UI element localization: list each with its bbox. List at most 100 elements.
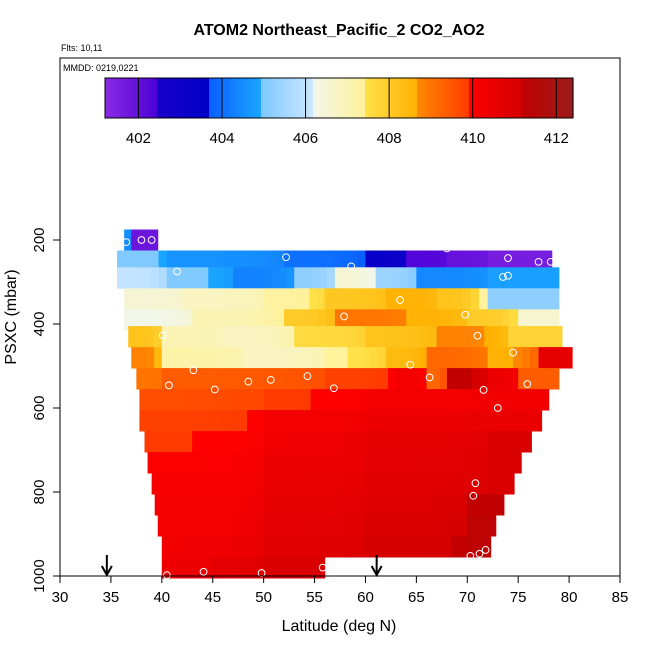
heatmap-cell [200, 431, 209, 453]
heatmap-cell [334, 267, 344, 289]
heatmap-cell [372, 368, 381, 390]
heatmap-cell [255, 473, 265, 495]
heatmap-cell [522, 431, 532, 453]
heatmap-cell [428, 410, 437, 432]
heatmap-cell [177, 326, 186, 348]
heatmap-cell [238, 494, 248, 516]
heatmap-cell [215, 473, 225, 495]
heatmap-cell [510, 368, 519, 390]
heatmap-cell [204, 494, 214, 516]
observation-point [481, 546, 490, 554]
heatmap-cell [317, 326, 327, 348]
heatmap-cell [180, 452, 190, 474]
heatmap-cell [223, 473, 233, 495]
colorbar-band [157, 78, 210, 118]
heatmap-cell [186, 347, 195, 369]
heatmap-cell [411, 368, 420, 390]
heatmap-cell [235, 368, 244, 390]
heatmap-cell [542, 309, 552, 331]
x-tick-label: 30 [52, 589, 69, 606]
heatmap-cell [527, 288, 536, 310]
heatmap-cell [318, 410, 327, 432]
heatmap-cell [279, 431, 288, 453]
heatmap-cell [355, 347, 364, 369]
observation-point [158, 331, 167, 340]
heatmap-cell [388, 515, 398, 537]
heatmap-cell [505, 431, 515, 453]
heatmap-cell [475, 389, 485, 411]
heatmap-cell [468, 326, 477, 348]
x-tick-label: 35 [103, 589, 120, 606]
heatmap-cell [164, 452, 173, 474]
heatmap-cell [404, 389, 413, 411]
heatmap-cell [191, 267, 201, 289]
heatmap-cell [158, 309, 168, 331]
observation-point [471, 479, 480, 488]
heatmap-cell [370, 347, 379, 369]
heatmap-cell [446, 452, 456, 474]
observation-point [534, 257, 543, 266]
heatmap-cell [334, 309, 344, 331]
heatmap-cell [294, 389, 304, 411]
heatmap-cell [169, 347, 179, 369]
heatmap-cell [357, 452, 366, 474]
heatmap-cell [357, 536, 366, 558]
heatmap-cell [526, 368, 535, 390]
heatmap-cell [563, 347, 573, 369]
heatmap-cell [428, 288, 438, 310]
observation-point [466, 551, 475, 560]
heatmap-cell [175, 473, 185, 495]
heatmap-cell [513, 431, 524, 453]
heatmap-cell [213, 410, 223, 432]
heatmap-cell [373, 431, 383, 453]
heatmap-cell [341, 452, 351, 474]
heatmap-cell [151, 473, 161, 495]
heatmap-cell [270, 326, 279, 348]
heatmap-cell [251, 347, 261, 369]
heatmap-cell [286, 557, 295, 579]
heatmap-cell [455, 250, 464, 272]
heatmap-cell [163, 494, 172, 516]
heatmap-cell [391, 267, 401, 289]
heatmap-cell [192, 309, 202, 331]
heatmap-cell [200, 309, 210, 331]
observation-point [303, 372, 312, 380]
heatmap-cell [451, 515, 460, 537]
heatmap-cell [446, 431, 456, 453]
observation-point [282, 253, 290, 262]
heatmap-cell [263, 515, 272, 537]
heatmap-cell [455, 431, 464, 453]
heatmap-cell [310, 389, 319, 411]
heatmap-cell [148, 229, 159, 251]
heatmap-cell [402, 288, 412, 310]
heatmap-cell [139, 389, 149, 411]
heatmap-cell [519, 288, 528, 310]
heatmap-cell [476, 494, 487, 516]
heatmap-cell [267, 250, 277, 272]
heatmap-cell [546, 326, 555, 348]
heatmap-cell [138, 347, 148, 369]
heatmap-cell [349, 473, 359, 495]
heatmap-cell [310, 536, 319, 558]
heatmap-cell [302, 494, 312, 516]
heatmap-cell [382, 309, 391, 331]
heatmap-cell [256, 267, 265, 289]
heatmap-cell [309, 288, 318, 310]
heatmap-cell [479, 473, 489, 495]
heatmap-cell [500, 326, 509, 348]
heatmap-cell [455, 473, 464, 495]
heatmap-cell [358, 309, 368, 331]
heatmap-cell [222, 410, 232, 432]
heatmap-cell [243, 347, 252, 369]
colorbar-band [469, 78, 522, 118]
heatmap-cell [247, 431, 257, 453]
heatmap-cell [412, 494, 421, 516]
heatmap-cell [317, 309, 327, 331]
heatmap-cell [247, 452, 256, 474]
heatmap-cell [294, 410, 304, 432]
heatmap-cell [343, 267, 352, 289]
heatmap-cell [479, 250, 489, 272]
heatmap-cell [357, 326, 366, 348]
heatmap-cell [271, 452, 280, 474]
colorbar-tick-label: 406 [293, 130, 318, 147]
